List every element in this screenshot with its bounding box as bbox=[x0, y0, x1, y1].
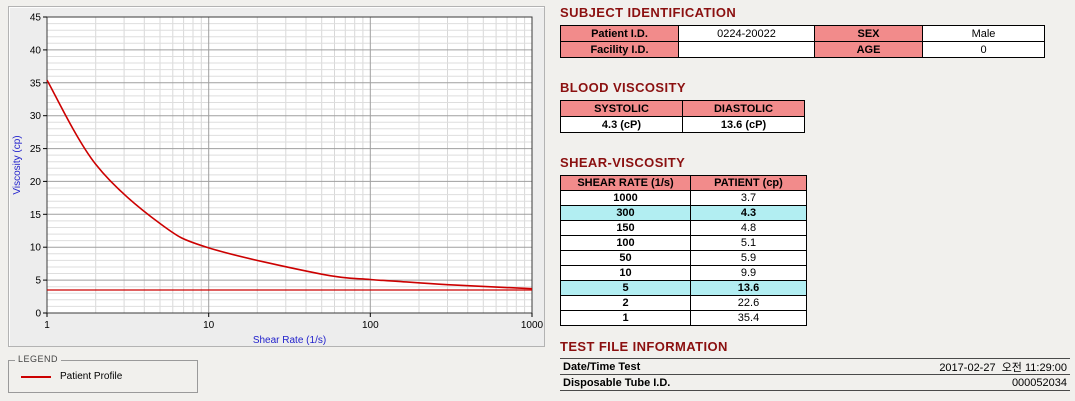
test-file-row: Date/Time Test 2017-02-27 오전 11:29:00 bbox=[560, 359, 1070, 375]
table-row: 100 5.1 bbox=[560, 235, 807, 251]
field-label: SEX bbox=[814, 25, 923, 42]
chart-svg: 0 5 10 15 20 25 30 35 40 45 1 10 100 1000 Viscosity (c… bbox=[12, 13, 544, 347]
svg-text:40: 40 bbox=[30, 45, 42, 56]
table-row: 150 4.8 bbox=[560, 220, 807, 236]
table-row: 4.3 (cP) 13.6 (cP) bbox=[560, 116, 805, 133]
table-row: 1 35.4 bbox=[560, 310, 807, 326]
shear-viscosity-section: SHEAR-VISCOSITY SHEAR RATE (1/s) PATIENT… bbox=[558, 155, 1072, 326]
subject-section: SUBJECT IDENTIFICATION Patient I.D. 0224-… bbox=[558, 5, 1072, 58]
patient-cp-cell: 5.1 bbox=[690, 235, 807, 251]
legend-title: LEGEND bbox=[15, 354, 62, 364]
report-panel: SUBJECT IDENTIFICATION Patient I.D. 0224-… bbox=[558, 5, 1072, 391]
patient-cp-cell: 3.7 bbox=[690, 190, 807, 206]
test-file-rows: Date/Time Test 2017-02-27 오전 11:29:00 Disp… bbox=[560, 358, 1070, 391]
systolic-value: 4.3 (cP) bbox=[560, 116, 683, 133]
subject-table: Patient I.D. 0224-20022 SEX Male Facility I.… bbox=[560, 25, 1045, 58]
field-label: Patient I.D. bbox=[560, 25, 679, 42]
test-file-value: 2017-02-27 오전 11:29:00 bbox=[939, 361, 1067, 374]
viscosity-chart: 0 5 10 15 20 25 30 35 40 45 1 10 100 1000 Viscosity (c… bbox=[8, 6, 545, 347]
shear-rate-cell: 10 bbox=[560, 265, 691, 281]
patient-cp-cell: 13.6 bbox=[690, 280, 807, 296]
shear-section-title: SHEAR-VISCOSITY bbox=[560, 155, 686, 170]
shear-rate-cell: 50 bbox=[560, 250, 691, 266]
blood-section-title: BLOOD VISCOSITY bbox=[560, 80, 686, 95]
shear-rate-cell: 150 bbox=[560, 220, 691, 236]
patient-cp-cell: 4.3 bbox=[690, 205, 807, 221]
svg-text:5: 5 bbox=[35, 276, 41, 287]
test-file-section-title: TEST FILE INFORMATION bbox=[560, 339, 728, 354]
table-row: Facility I.D. AGE 0 bbox=[560, 41, 1045, 58]
shear-rate-header: SHEAR RATE (1/s) bbox=[560, 175, 691, 191]
svg-text:35: 35 bbox=[30, 78, 42, 89]
test-file-section: TEST FILE INFORMATION Date/Time Test 2017… bbox=[558, 339, 1072, 391]
x-axis-label: Shear Rate (1/s) bbox=[253, 335, 326, 346]
svg-text:20: 20 bbox=[30, 177, 42, 188]
y-axis-label: Viscosity (cp) bbox=[12, 135, 23, 194]
table-row: 1000 3.7 bbox=[560, 190, 807, 206]
svg-text:45: 45 bbox=[30, 13, 42, 24]
legend-item-label: Patient Profile bbox=[60, 371, 123, 382]
table-row: SYSTOLIC DIASTOLIC bbox=[560, 100, 805, 117]
svg-text:30: 30 bbox=[30, 111, 42, 122]
field-value: 0224-20022 bbox=[678, 25, 815, 42]
legend-line-swatch bbox=[21, 375, 51, 378]
diastolic-value: 13.6 (cP) bbox=[682, 116, 805, 133]
test-file-row: Disposable Tube I.D. 000052034 bbox=[560, 375, 1070, 391]
test-file-label: Date/Time Test bbox=[563, 360, 641, 373]
svg-text:10: 10 bbox=[203, 320, 215, 331]
test-file-value: 000052034 bbox=[1011, 376, 1067, 389]
field-value: 0 bbox=[922, 41, 1045, 58]
patient-cp-cell: 22.6 bbox=[690, 295, 807, 311]
shear-rate-cell: 2 bbox=[560, 295, 691, 311]
svg-text:15: 15 bbox=[30, 210, 42, 221]
shear-rate-cell: 5 bbox=[560, 280, 691, 296]
field-label: Facility I.D. bbox=[560, 41, 679, 58]
field-value bbox=[678, 41, 815, 58]
table-row: 5 13.6 bbox=[560, 280, 807, 296]
shear-viscosity-table: SHEAR RATE (1/s) PATIENT (cp) 1000 3.7 300… bbox=[560, 175, 807, 326]
svg-text:25: 25 bbox=[30, 144, 42, 155]
table-row: 2 22.6 bbox=[560, 295, 807, 311]
patient-profile-curve bbox=[46, 79, 533, 290]
svg-text:0: 0 bbox=[35, 309, 41, 320]
shear-rate-cell: 1000 bbox=[560, 190, 691, 206]
shear-rate-cell: 1 bbox=[560, 310, 691, 326]
systolic-header: SYSTOLIC bbox=[560, 100, 683, 117]
table-row: 300 4.3 bbox=[560, 205, 807, 221]
patient-cp-cell: 35.4 bbox=[690, 310, 807, 326]
test-file-label: Disposable Tube I.D. bbox=[563, 376, 671, 389]
blood-viscosity-section: BLOOD VISCOSITY SYSTOLIC DIASTOLIC 4.3 (… bbox=[558, 80, 1072, 133]
field-value: Male bbox=[922, 25, 1045, 42]
svg-text:1: 1 bbox=[44, 320, 50, 331]
subject-section-title: SUBJECT IDENTIFICATION bbox=[560, 5, 737, 20]
shear-rate-cell: 300 bbox=[560, 205, 691, 221]
blood-viscosity-table: SYSTOLIC DIASTOLIC 4.3 (cP) 13.6 (cP) bbox=[560, 100, 805, 133]
svg-text:100: 100 bbox=[362, 320, 379, 331]
shear-rate-cell: 100 bbox=[560, 235, 691, 251]
table-header-row: SHEAR RATE (1/s) PATIENT (cp) bbox=[560, 175, 807, 191]
patient-cp-cell: 9.9 bbox=[690, 265, 807, 281]
field-label: AGE bbox=[814, 41, 923, 58]
svg-text:1000: 1000 bbox=[521, 320, 544, 331]
table-row: 10 9.9 bbox=[560, 265, 807, 281]
svg-text:10: 10 bbox=[30, 243, 42, 254]
patient-cp-cell: 4.8 bbox=[690, 220, 807, 236]
table-row: Patient I.D. 0224-20022 SEX Male bbox=[560, 25, 1045, 42]
patient-cp-cell: 5.9 bbox=[690, 250, 807, 266]
legend-box: LEGEND Patient Profile bbox=[8, 354, 198, 393]
diastolic-header: DIASTOLIC bbox=[682, 100, 805, 117]
table-row: 50 5.9 bbox=[560, 250, 807, 266]
patient-cp-header: PATIENT (cp) bbox=[690, 175, 807, 191]
